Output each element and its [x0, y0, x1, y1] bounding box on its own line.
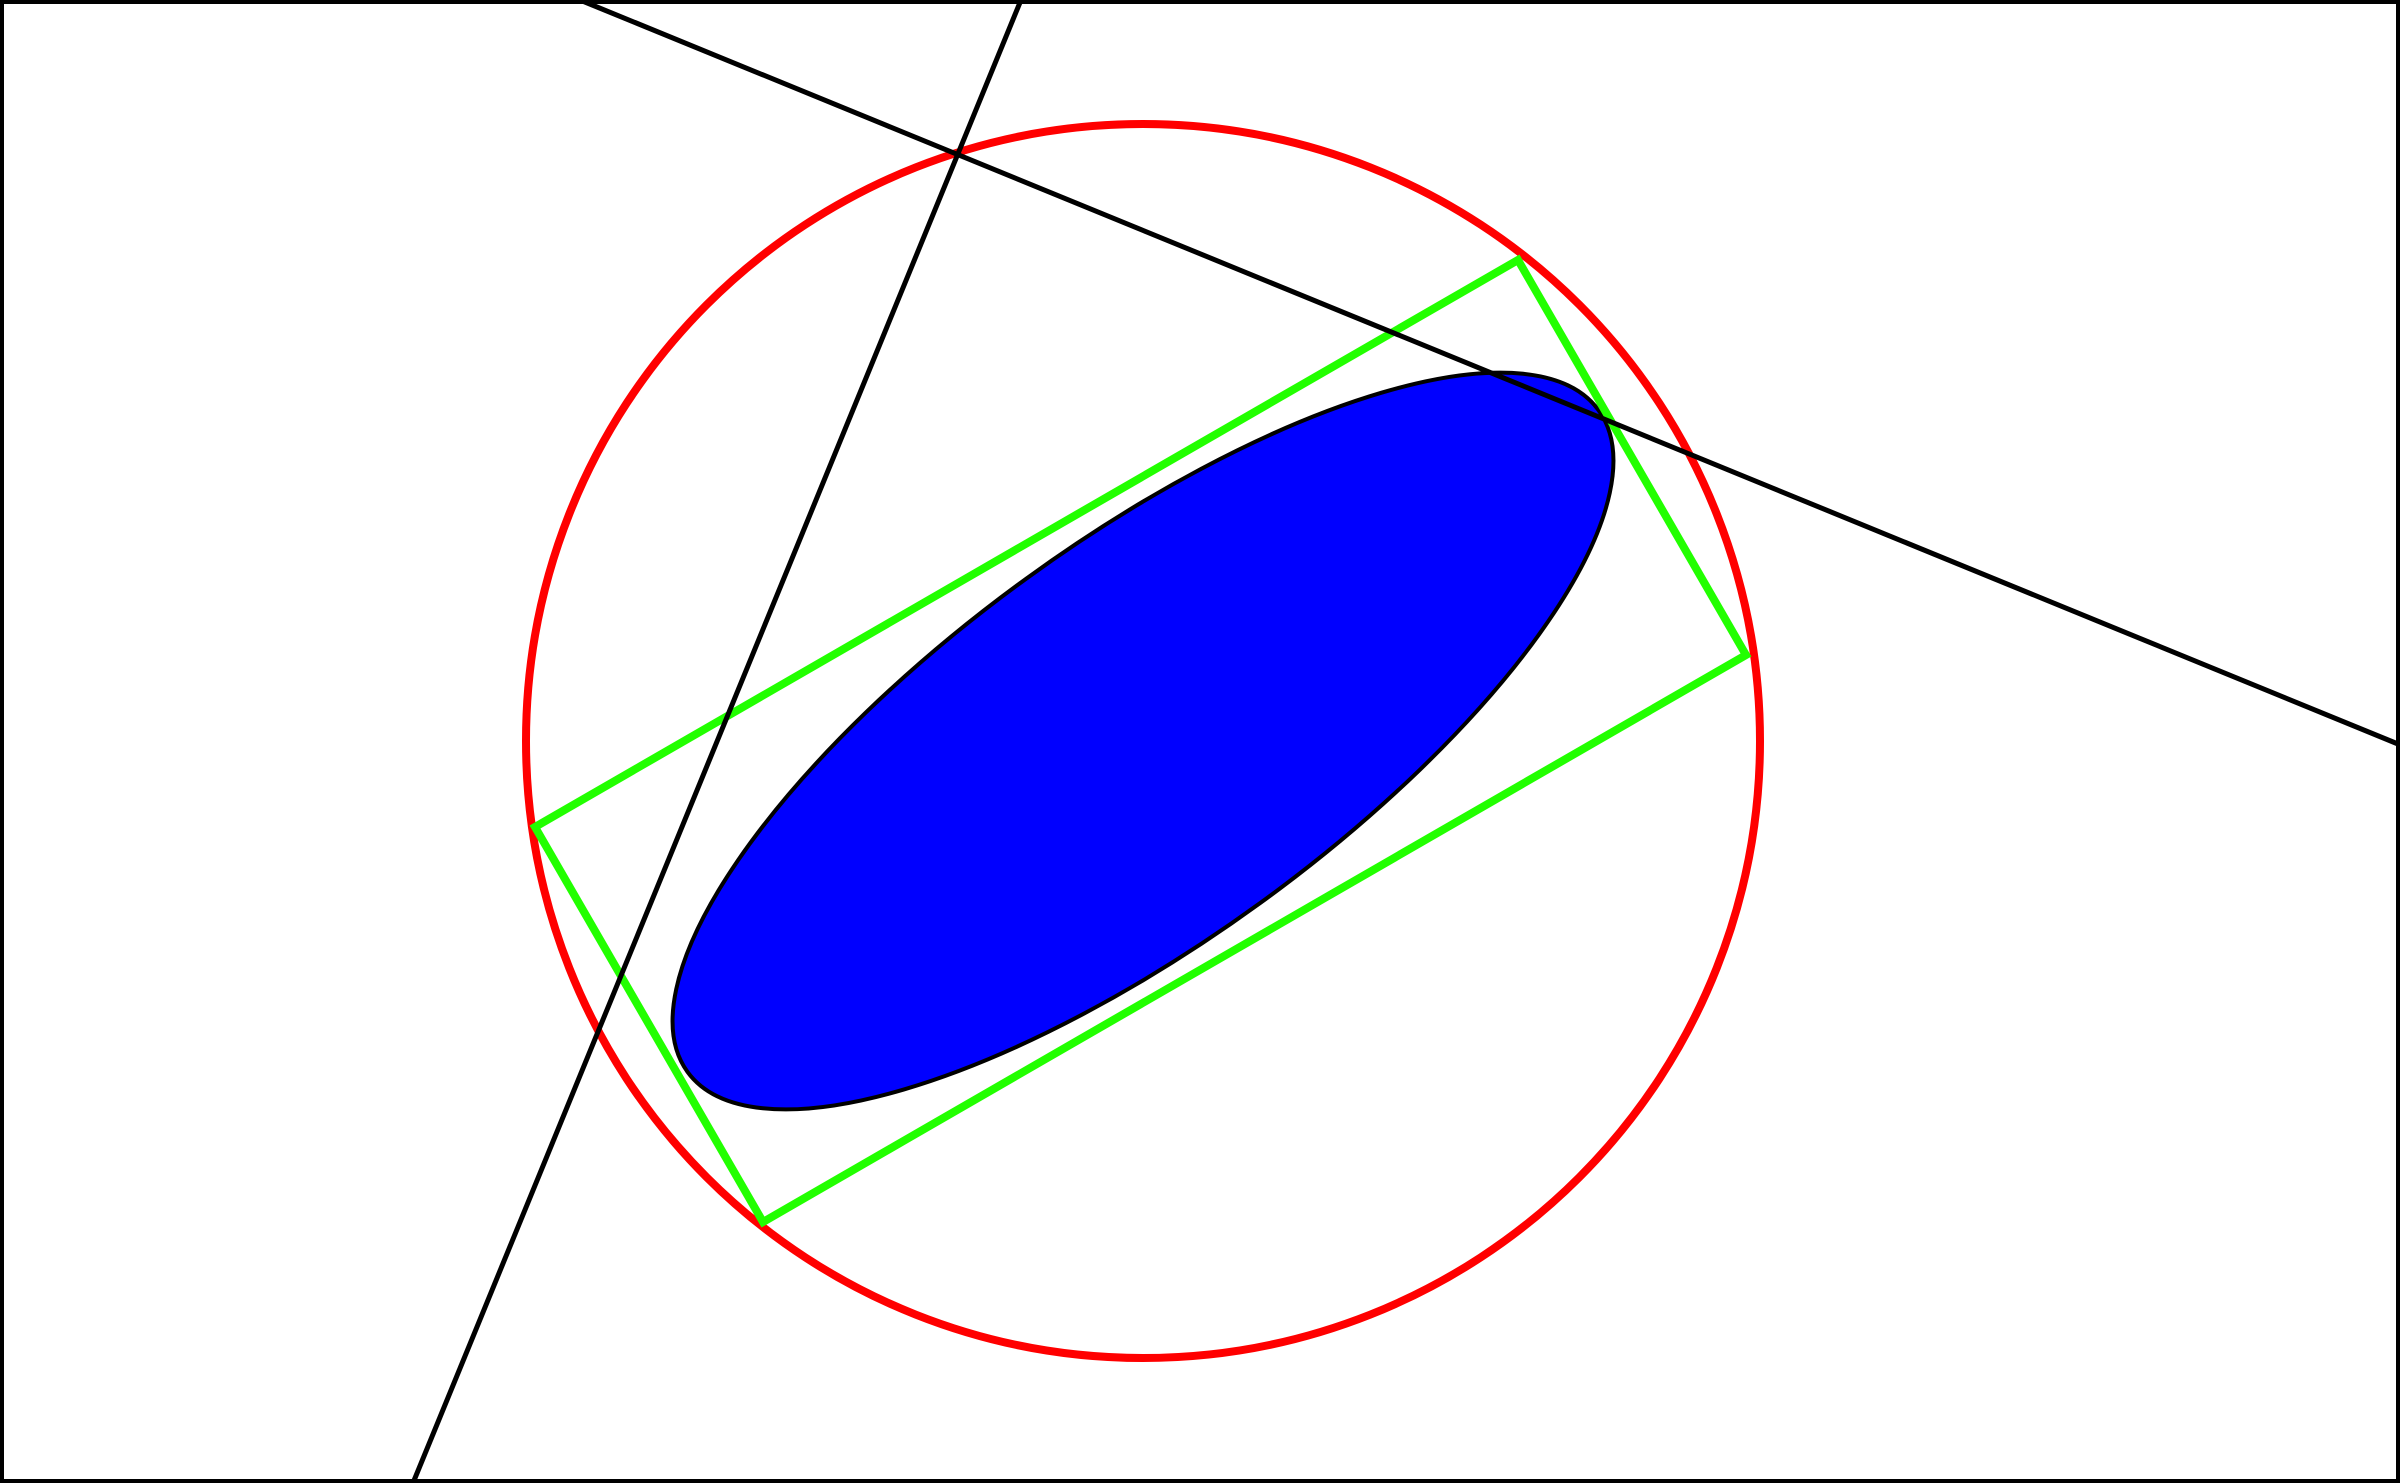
rotated-rectangle — [529, 254, 1752, 1228]
clipped-ellipse — [670, 370, 1616, 1112]
line-b — [410, 0, 1024, 1483]
clipped-ellipse-group — [670, 370, 1616, 1112]
circumscribed-circle — [522, 120, 1764, 1362]
line-a — [579, 0, 2399, 747]
